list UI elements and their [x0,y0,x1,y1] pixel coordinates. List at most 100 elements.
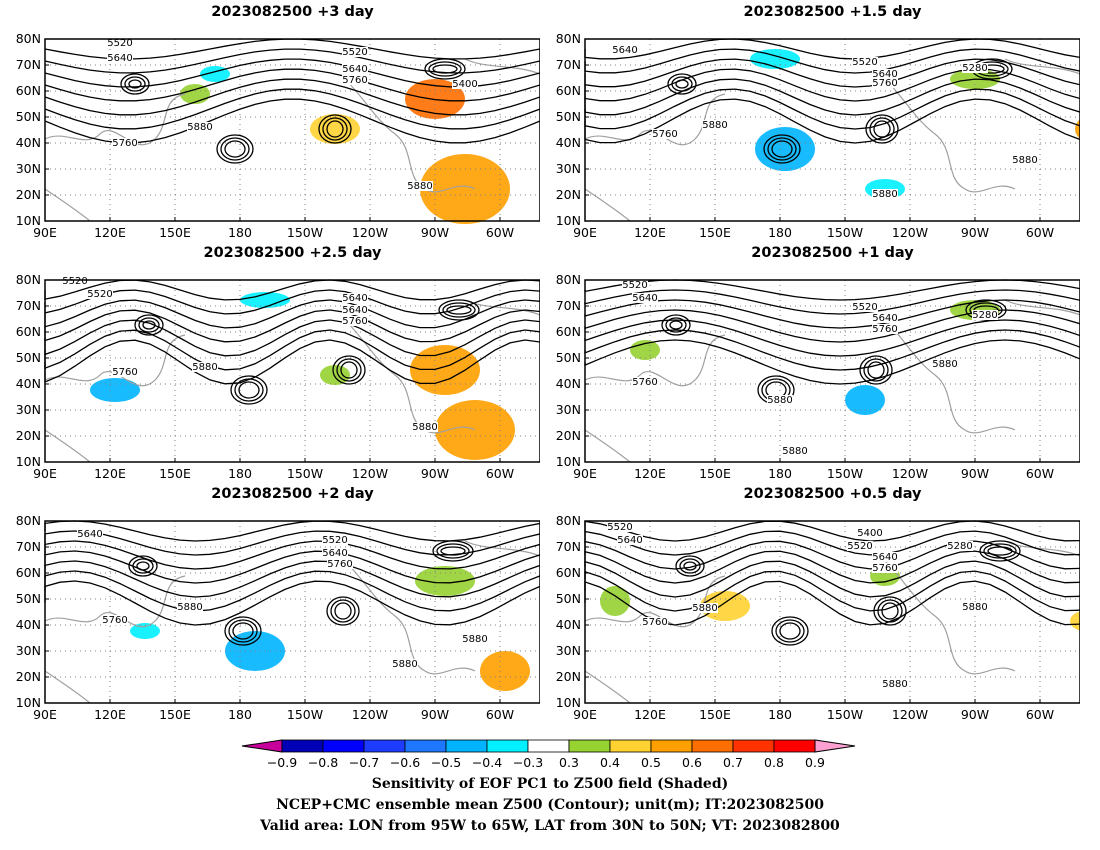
colorbar-swatch [486,739,529,753]
z500-contour [584,58,1080,88]
z500-contour [44,329,540,371]
z500-closed-contour [669,320,683,330]
contour-label: 5520 [87,289,112,300]
lon-tick-label: 60W [486,707,514,722]
z500-contour [584,560,1080,598]
colorbar: −0.9 −0.8 −0.7 −0.6 −0.5 −0.4 −0.3 0.3 0.4 0.5 0.6… [241,739,856,770]
map-plot: 5520564054005520564057605280588057605880… [556,513,1080,722]
lat-tick-label: 60N [556,83,581,98]
lon-tick-label: 180 [228,466,252,481]
contour-label: 5880 [932,359,957,370]
map-frame [584,38,1080,222]
z500-closed-contour [679,558,701,574]
lat-tick-label: 80N [16,272,41,287]
lat-tick-label: 10N [556,695,581,710]
lon-tick-label: 150W [287,707,323,722]
colorbar-swatch [691,739,734,753]
z500-contour [44,540,540,570]
lon-tick-label: 120E [634,225,666,240]
lon-tick-label: 90W [421,225,449,240]
colorbar-swatch [609,739,652,753]
map-plot: 56405520564057605280588057605880588080N7… [556,31,1080,240]
contour-label: 5280 [947,541,972,552]
z500-contour [44,309,540,343]
map-frame [44,279,540,463]
z500-contour [44,339,540,385]
sensitivity-shading [240,292,290,308]
lat-tick-label: 10N [556,213,581,228]
lat-tick-label: 50N [556,109,581,124]
contour-label: 5520 [342,47,367,58]
lat-tick-label: 40N [16,617,41,632]
lat-tick-label: 40N [556,135,581,150]
contour-label: 5880 [872,189,897,200]
lon-tick-label: 120W [352,225,388,240]
colorbar-tick-label: 0.4 [600,755,620,770]
map-frame [584,520,1080,704]
z500-closed-contour [234,378,264,402]
colorbar-swatch [281,739,324,753]
contour-label: 5880 [407,181,432,192]
colorbar-arrow-left [241,739,283,753]
contour-label: 5880 [462,634,487,645]
lat-tick-label: 70N [556,57,581,72]
z500-closed-contour [432,540,474,562]
z500-contour [584,339,1080,385]
contour-label: 5640 [617,535,642,546]
sensitivity-shading [480,651,530,691]
colorbar-tick-label: −0.5 [431,755,461,770]
lon-tick-label: 90W [961,466,989,481]
map-frame [44,520,540,704]
z500-contour [44,580,540,626]
contour-label: 5880 [782,446,807,457]
z500-closed-contour [881,602,899,620]
contour-label: 5640 [872,552,897,563]
footer-line-3: Valid area: LON from 95W to 65W, LAT fro… [260,818,840,834]
contour-label: 5520 [852,57,877,68]
z500-closed-contour [322,117,348,141]
lat-tick-label: 80N [556,272,581,287]
colorbar-swatch [363,739,406,753]
lat-tick-label: 30N [556,643,581,658]
lon-tick-label: 150E [159,225,191,240]
lat-tick-label: 20N [16,428,41,443]
z500-closed-contour [438,299,480,321]
z500-closed-contour [442,302,476,318]
z500-contour [584,319,1080,357]
z500-closed-contour [428,61,462,77]
colorbar-tick-label: −0.9 [267,755,297,770]
lon-tick-label: 150W [827,466,863,481]
contour-label: 5760 [642,617,667,628]
colorbar-swatch [568,739,611,753]
contour-label: 5640 [872,313,897,324]
lat-tick-label: 20N [16,187,41,202]
lon-tick-label: 120E [94,466,126,481]
contour-label: 5520 [107,38,132,49]
lon-tick-label: 150E [159,466,191,481]
z500-closed-contour [128,555,158,577]
lat-tick-label: 50N [16,591,41,606]
z500-contour [44,279,540,301]
lon-tick-label: 90E [33,225,57,240]
z500-contour [584,289,1080,315]
lat-tick-label: 10N [16,454,41,469]
z500-closed-contour [979,540,1021,562]
colorbar-tick-label: 0.9 [805,755,825,770]
z500-closed-contour [675,79,689,89]
z500-closed-contour [318,114,352,144]
footer-line-1: Sensitivity of EOF PC1 to Z500 field (Sh… [371,776,729,792]
sensitivity-shading [845,385,885,415]
z500-closed-contour [134,314,164,336]
contour-label: 5880 [882,679,907,690]
z500-contour [44,68,540,102]
lon-tick-label: 90E [33,466,57,481]
colorbar-swatch [773,739,816,753]
lon-tick-label: 180 [228,225,252,240]
contour-label: 5400 [857,528,882,539]
z500-closed-contour [683,561,697,571]
contour-label: 5760 [112,367,137,378]
contour-label: 5880 [192,362,217,373]
z500-closed-contour [863,358,889,382]
lon-tick-label: 90W [421,466,449,481]
contour-label: 5760 [872,563,897,574]
